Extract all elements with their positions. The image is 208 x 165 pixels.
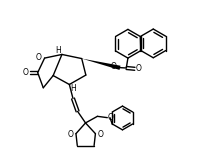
Text: O: O	[68, 130, 74, 139]
Text: O: O	[136, 64, 142, 73]
Text: O: O	[98, 130, 103, 139]
Text: O: O	[36, 53, 42, 62]
Text: O: O	[110, 62, 116, 71]
Text: H: H	[55, 46, 61, 55]
Text: O: O	[108, 113, 114, 122]
Polygon shape	[82, 59, 120, 70]
Text: O: O	[23, 68, 29, 77]
Text: H: H	[71, 84, 76, 93]
